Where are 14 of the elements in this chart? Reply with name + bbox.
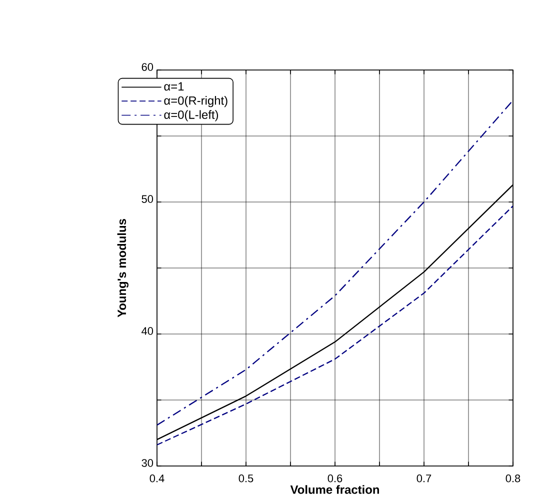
x-tick-label: 0.7 [416,474,432,482]
x-tick-label: 0.6 [328,474,342,482]
legend-label: α=0(L-left) [164,110,218,122]
y-tick-label: 40 [142,327,154,335]
y-tick-label: 60 [142,63,154,71]
x-tick-label: 0.8 [506,474,520,482]
y-tick-label: 50 [142,195,154,203]
legend-label: α=1 [164,82,184,91]
legend-label: α=0(R-right) [164,96,228,108]
x-axis-title: Volume fraction [290,485,379,494]
y-tick-label: 30 [142,459,154,467]
x-tick-label: 0.5 [238,474,254,482]
x-tick-label: 0.4 [150,474,164,482]
y-axis-title: Young's modulus [117,219,128,318]
